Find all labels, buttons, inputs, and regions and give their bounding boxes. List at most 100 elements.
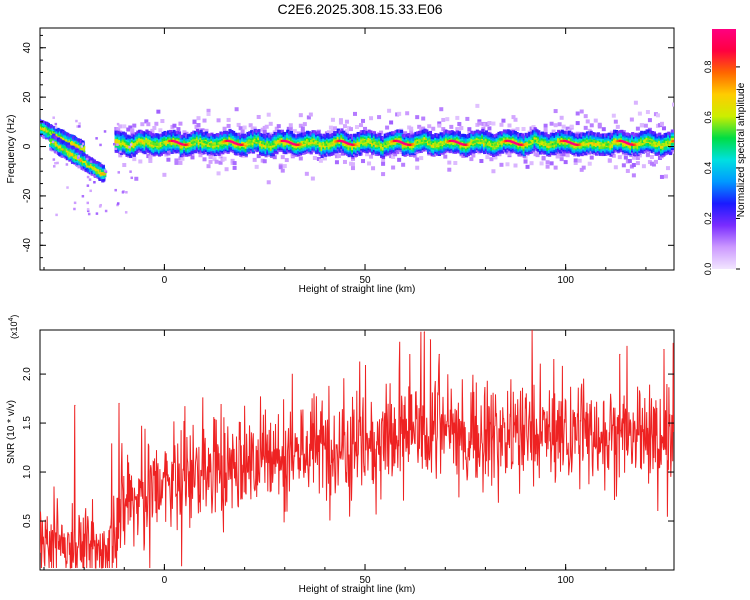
spectrogram-band-cell	[625, 149, 629, 153]
spectrogram-band-cell	[163, 148, 167, 152]
spectrogram-band-cell	[172, 143, 176, 147]
spectrogram-band-cell	[492, 145, 496, 149]
spectrogram-band-cell	[515, 140, 519, 144]
spectrogram-band-cell	[251, 136, 256, 140]
spectrogram-band-cell	[138, 131, 142, 135]
spectrogram-band-cell	[486, 139, 490, 143]
spectrogram-band-cell	[486, 146, 490, 150]
spectrogram-core-cell	[588, 139, 591, 143]
spectrogram-band-cell	[640, 149, 644, 153]
spectrogram-band-cell	[526, 148, 530, 152]
spectrogram-band-cell	[273, 145, 277, 149]
spectrogram-band-cell	[634, 136, 638, 140]
spectrogram-band-cell	[396, 144, 400, 149]
spectrogram-band-cell	[210, 139, 214, 143]
spectrogram-band-cell	[659, 152, 664, 156]
spectrogram-band-cell	[423, 142, 427, 146]
spectrogram-band-cell	[161, 143, 165, 148]
spectrogram-band-cell	[483, 149, 487, 153]
spectrogram-band-cell	[598, 145, 602, 149]
spectrogram-band-cell	[594, 136, 599, 141]
spectrogram-band-cell	[629, 144, 633, 149]
spectrogram-band-cell	[529, 150, 534, 154]
spectrogram-band-cell	[352, 145, 357, 150]
spectrogram-core-cell	[159, 143, 163, 146]
spectrogram-core-cell	[661, 143, 664, 146]
spectrogram-band-cell	[537, 147, 541, 151]
spectrogram-band-cell	[313, 144, 317, 148]
spectrogram-band-cell	[266, 141, 270, 145]
spectrogram-band-cell	[282, 142, 286, 146]
spectrogram-band-cell	[159, 152, 163, 156]
spectrogram-core-cell	[262, 142, 266, 145]
spectrogram-band-cell	[352, 151, 357, 155]
spectrogram-band-cell	[289, 144, 293, 148]
spectrogram-band-cell	[138, 143, 142, 147]
spectrogram-band-cell	[537, 142, 541, 146]
spectrogram-band-cell	[380, 151, 384, 155]
spectrogram-band-cell	[631, 147, 635, 151]
spectrogram-band-cell	[172, 148, 176, 153]
spectrogram-band-cell	[163, 149, 167, 154]
spectrogram-band-cell	[490, 145, 494, 149]
spectrogram-band-cell	[210, 134, 214, 138]
spectrogram-band-cell	[201, 137, 205, 141]
spectrogram-band-cell	[120, 134, 124, 138]
spectrogram-band-cell	[484, 145, 489, 150]
spectrogram-band-cell	[461, 140, 465, 144]
spectrogram-band-cell	[183, 150, 187, 154]
spectrogram-band-cell	[389, 149, 393, 153]
spectrogram-band-cell	[262, 133, 266, 137]
spectrogram-band-cell	[230, 138, 234, 142]
spectrogram-band-cell	[222, 144, 227, 148]
spectrogram-band-cell	[280, 134, 284, 139]
spectrogram-band-cell	[320, 139, 324, 143]
spectrogram-halo-cell	[206, 108, 211, 113]
spectrogram-halo-cell	[615, 124, 620, 129]
spectrogram-band-cell	[631, 132, 635, 136]
spectrogram-band-cell	[230, 135, 234, 139]
spectrogram-band-cell	[250, 130, 254, 134]
spectrogram-band-cell	[380, 154, 384, 159]
spectrogram-band-cell	[250, 135, 254, 139]
spectrogram-band-cell	[649, 133, 653, 138]
spectrogram-halo-cell	[455, 127, 460, 132]
spectrogram-band-cell	[336, 140, 340, 144]
spectrogram-band-cell	[649, 132, 653, 136]
spectrogram-core-cell	[512, 141, 515, 144]
spectrogram-band-cell	[130, 142, 135, 146]
spectrogram-core-cell	[518, 143, 521, 146]
spectrogram-band-cell	[203, 144, 207, 148]
spectrogram-band-cell	[566, 143, 570, 147]
spectrogram-band-cell	[206, 148, 210, 153]
spectrogram-band-cell	[659, 145, 664, 149]
spectrogram-band-cell	[506, 137, 510, 142]
spectrogram-band-cell	[230, 129, 234, 134]
spectrogram-band-cell	[533, 142, 537, 146]
spectrogram-band-cell	[121, 138, 126, 142]
spectrogram-band-cell	[358, 149, 362, 153]
spectrogram-band-cell	[538, 144, 543, 148]
spectrogram-band-cell	[555, 135, 559, 139]
spectrogram-band-cell	[560, 133, 564, 137]
spectrogram-band-cell	[528, 145, 532, 149]
spectrogram-band-cell	[479, 149, 483, 153]
spectrogram-core-cell	[239, 143, 243, 146]
spectrogram-band-cell	[302, 139, 306, 143]
spectrogram-band-cell	[439, 139, 443, 143]
spectrogram-band-cell	[492, 141, 496, 145]
spectrogram-band-cell	[239, 150, 243, 154]
spectrogram-core-cell	[211, 143, 215, 146]
spectrogram-band-cell	[654, 145, 658, 149]
spectrogram-band-cell	[347, 145, 351, 149]
spectrogram-band-cell	[168, 135, 173, 139]
spectrogram-band-cell	[188, 152, 192, 156]
spectrogram-halo-cell	[346, 126, 351, 131]
spectrogram-band-cell	[504, 147, 508, 151]
spectrogram-band-cell	[591, 147, 595, 151]
spectrogram-band-cell	[625, 132, 629, 136]
spectrogram-band-cell	[461, 147, 465, 151]
spectrogram-band-cell	[163, 134, 167, 138]
spectrogram-band-cell	[625, 137, 629, 141]
